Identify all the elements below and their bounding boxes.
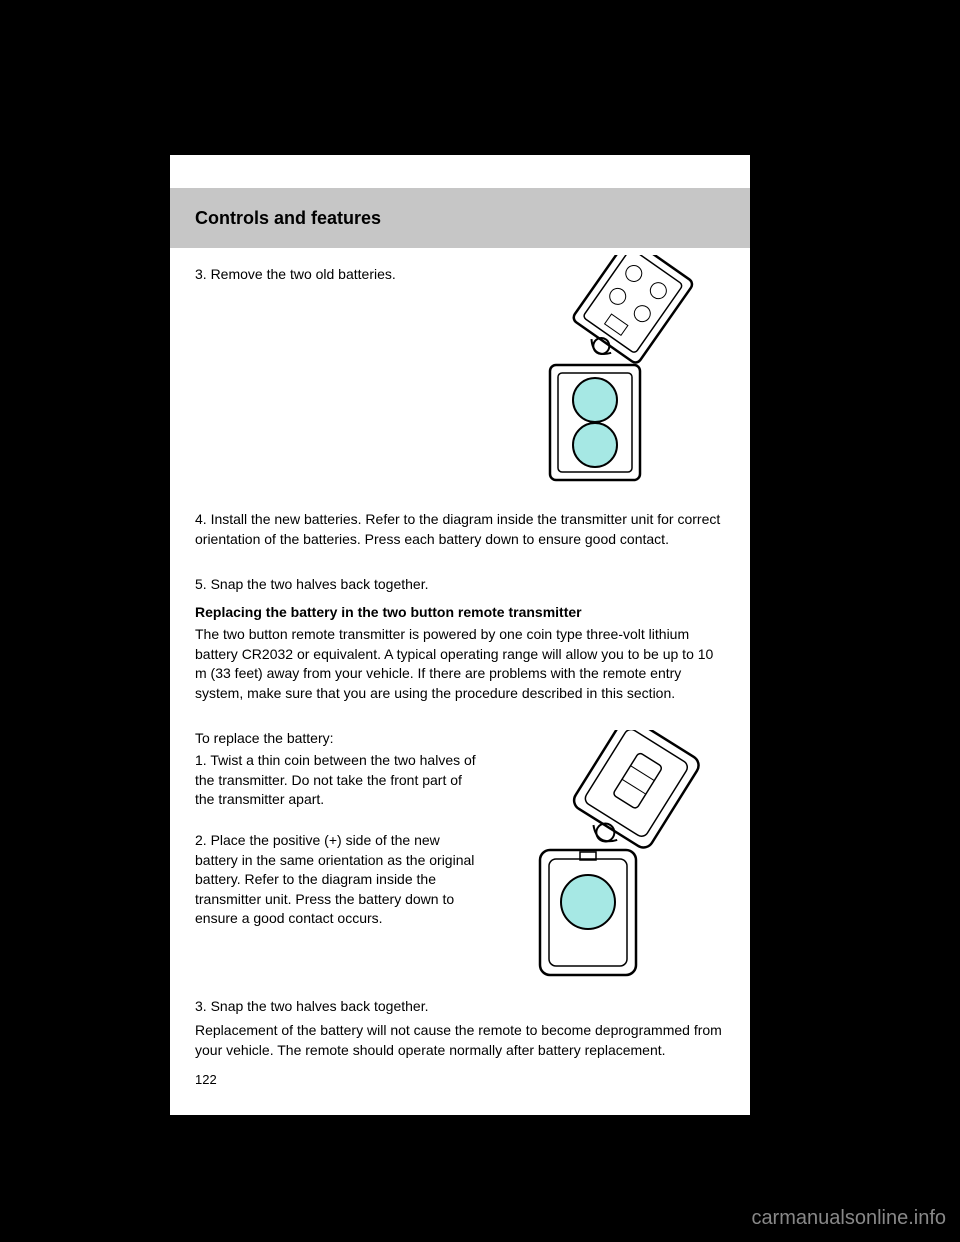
step-4-text: 4. Install the new batteries. Refer to t… — [195, 510, 725, 549]
section-title: Controls and features — [195, 208, 381, 229]
page-number: 122 — [195, 1072, 217, 1087]
step-1-text: 1. Twist a thin coin between the two hal… — [195, 751, 485, 810]
step-5-text: 5. Snap the two halves back together. — [195, 575, 725, 595]
step-3-text: 3. Remove the two old batteries. — [195, 265, 485, 285]
intro-paragraph: The two button remote transmitter is pow… — [195, 625, 725, 703]
watermark-text: carmanualsonline.info — [751, 1207, 946, 1230]
subsection-heading: Replacing the battery in the two button … — [195, 603, 725, 623]
illustration-four-button-remote — [500, 255, 720, 500]
step-2-text: 2. Place the positive (+) side of the ne… — [195, 831, 485, 929]
illustration-two-button-remote — [500, 730, 720, 995]
section-header: Controls and features — [170, 188, 750, 248]
step-3b-text: 3. Snap the two halves back together. — [195, 997, 725, 1017]
closing-note: Replacement of the battery will not caus… — [195, 1021, 725, 1060]
manual-page: Controls and features 3. Remove the two … — [170, 155, 750, 1115]
